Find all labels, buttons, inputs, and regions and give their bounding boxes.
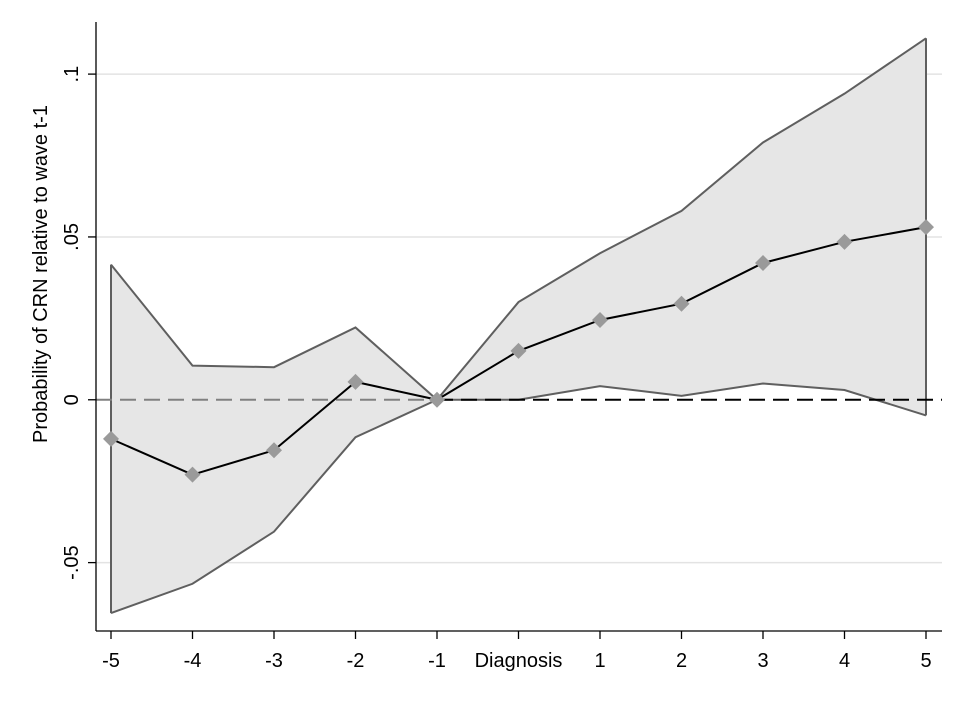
x-tick-label: -3: [265, 650, 283, 672]
x-tick-label: -1: [428, 650, 446, 672]
y-tick-label: 0: [61, 394, 83, 405]
ci-upper-line: [110, 37, 927, 402]
y-ticks: -.05 0 .05 .1: [61, 66, 96, 580]
data-point: [918, 219, 934, 236]
data-point: [592, 311, 608, 328]
data-point: [184, 466, 201, 483]
data-point: [673, 295, 690, 312]
y-tick-label: .05: [61, 223, 83, 251]
x-tick-label: 3: [757, 650, 768, 672]
x-tick-label: 4: [839, 650, 850, 672]
x-tick-label: 2: [676, 650, 687, 672]
x-tick-label: Diagnosis: [475, 650, 563, 672]
x-ticks: -5 -4 -3 -2 -1 Diagnosis 1 2 3 4 5: [102, 631, 932, 672]
data-point: [429, 391, 445, 408]
data-point: [510, 342, 527, 359]
y-axis-title: Probability of CRN relative to wave t-1: [30, 105, 52, 443]
data-point: [347, 373, 364, 390]
ci-area: [111, 38, 926, 614]
y-tick-label: .1: [61, 66, 83, 83]
data-point: [103, 430, 119, 447]
x-tick-label: 1: [594, 650, 605, 672]
data-point: [836, 233, 853, 250]
data-point: [755, 254, 771, 271]
point-estimate-markers: [103, 219, 934, 483]
x-tick-label: -5: [102, 650, 120, 672]
confidence-band: [110, 37, 927, 615]
x-tick-label: 5: [920, 650, 931, 672]
data-point: [266, 442, 282, 459]
y-tick-label: -.05: [61, 545, 83, 579]
x-tick-label: -2: [347, 650, 365, 672]
x-tick-label: -4: [184, 650, 202, 672]
